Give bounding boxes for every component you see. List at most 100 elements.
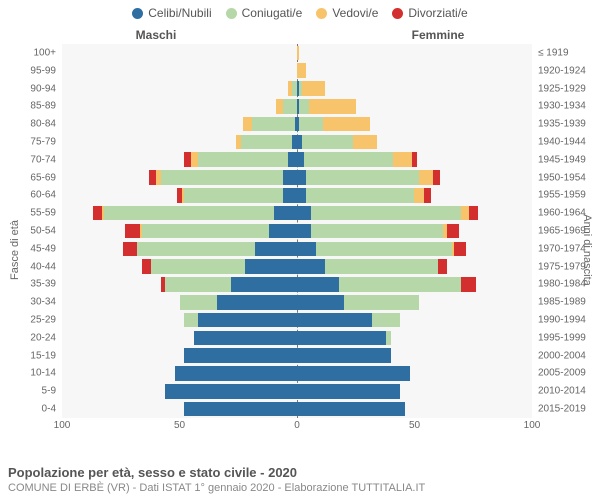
birth-tick: 1995-1999 — [538, 332, 586, 343]
bar-segment — [283, 188, 297, 203]
bar-segment — [297, 259, 325, 274]
age-tick: 0-4 — [42, 404, 56, 415]
bar-segment — [217, 295, 297, 310]
male-bar — [62, 152, 297, 167]
bar-segment — [297, 313, 372, 328]
pyramid-row — [62, 348, 532, 363]
legend-swatch — [316, 8, 327, 19]
bar-segment — [104, 206, 273, 221]
birth-tick: 1955-1959 — [538, 190, 586, 201]
bar-segment — [184, 152, 191, 167]
age-tick: 50-54 — [30, 226, 56, 237]
male-bar — [62, 277, 297, 292]
bar-segment — [297, 295, 344, 310]
bar-segment — [306, 188, 414, 203]
female-bar — [297, 277, 532, 292]
bar-segment — [180, 295, 218, 310]
male-bar — [62, 348, 297, 363]
birth-tick: 1985-1989 — [538, 297, 586, 308]
birth-year-axis: ≤ 19191920-19241925-19291930-19341935-19… — [534, 44, 600, 418]
population-pyramid-chart: Celibi/NubiliConiugati/eVedovi/eDivorzia… — [0, 0, 600, 500]
age-tick: 5-9 — [42, 386, 56, 397]
age-tick: 75-79 — [30, 136, 56, 147]
bar-segment — [231, 277, 297, 292]
bar-segment — [424, 188, 431, 203]
pyramid-row — [62, 170, 532, 185]
male-bar — [62, 188, 297, 203]
legend-swatch — [392, 8, 403, 19]
bar-segment — [245, 259, 297, 274]
pyramid-row — [62, 224, 532, 239]
age-tick: 40-44 — [30, 261, 56, 272]
bar-segment — [123, 242, 137, 257]
male-bar — [62, 295, 297, 310]
bar-segment — [297, 170, 306, 185]
x-tick: 50 — [409, 420, 420, 431]
age-tick: 95-99 — [30, 65, 56, 76]
male-bar — [62, 99, 297, 114]
bar-segment — [283, 170, 297, 185]
female-bar — [297, 331, 532, 346]
bar-segment — [372, 313, 400, 328]
bar-segment — [297, 277, 339, 292]
bar-segment — [198, 152, 287, 167]
male-bar — [62, 135, 297, 150]
male-bar — [62, 402, 297, 417]
bar-segment — [414, 188, 423, 203]
x-tick: 100 — [54, 420, 71, 431]
plot-area — [62, 44, 532, 418]
bar-segment — [297, 46, 299, 61]
female-bar — [297, 135, 532, 150]
pyramid-row — [62, 295, 532, 310]
bar-segment — [311, 206, 461, 221]
female-bar — [297, 295, 532, 310]
birth-tick: 2000-2004 — [538, 350, 586, 361]
x-tick: 0 — [294, 420, 300, 431]
legend-item: Vedovi/e — [316, 6, 378, 20]
bar-segment — [149, 170, 156, 185]
bar-segment — [191, 152, 198, 167]
birth-tick: 1925-1929 — [538, 83, 586, 94]
birth-tick: 1965-1969 — [538, 226, 586, 237]
legend: Celibi/NubiliConiugati/eVedovi/eDivorzia… — [0, 0, 600, 24]
bar-segment — [194, 331, 297, 346]
bar-segment — [325, 259, 438, 274]
bar-segment — [461, 206, 468, 221]
female-bar — [297, 81, 532, 96]
age-tick: 30-34 — [30, 297, 56, 308]
birth-tick: 2015-2019 — [538, 404, 586, 415]
bar-segment — [302, 81, 326, 96]
bar-segment — [142, 259, 151, 274]
bar-segment — [274, 206, 298, 221]
bar-segment — [386, 331, 391, 346]
bar-segment — [184, 313, 198, 328]
bar-segment — [241, 135, 293, 150]
male-bar — [62, 366, 297, 381]
bar-segment — [469, 206, 478, 221]
bar-segment — [306, 170, 419, 185]
birth-tick: 1930-1934 — [538, 101, 586, 112]
female-bar — [297, 206, 532, 221]
bar-segment — [454, 242, 466, 257]
age-tick: 85-89 — [30, 101, 56, 112]
bar-segment — [243, 117, 252, 132]
pyramid-row — [62, 277, 532, 292]
female-bar — [297, 170, 532, 185]
female-bar — [297, 117, 532, 132]
bar-segment — [165, 277, 231, 292]
female-bar — [297, 224, 532, 239]
age-tick: 80-84 — [30, 119, 56, 130]
female-bar — [297, 99, 532, 114]
bar-segment — [269, 224, 297, 239]
birth-tick: 1975-1979 — [538, 261, 586, 272]
bar-segment — [297, 402, 405, 417]
bar-segment — [447, 224, 459, 239]
bar-segment — [461, 277, 475, 292]
female-bar — [297, 152, 532, 167]
bar-segment — [297, 63, 306, 78]
bar-segment — [419, 170, 433, 185]
birth-tick: 2010-2014 — [538, 386, 586, 397]
pyramid-row — [62, 259, 532, 274]
bar-segment — [344, 295, 419, 310]
pyramid-row — [62, 81, 532, 96]
